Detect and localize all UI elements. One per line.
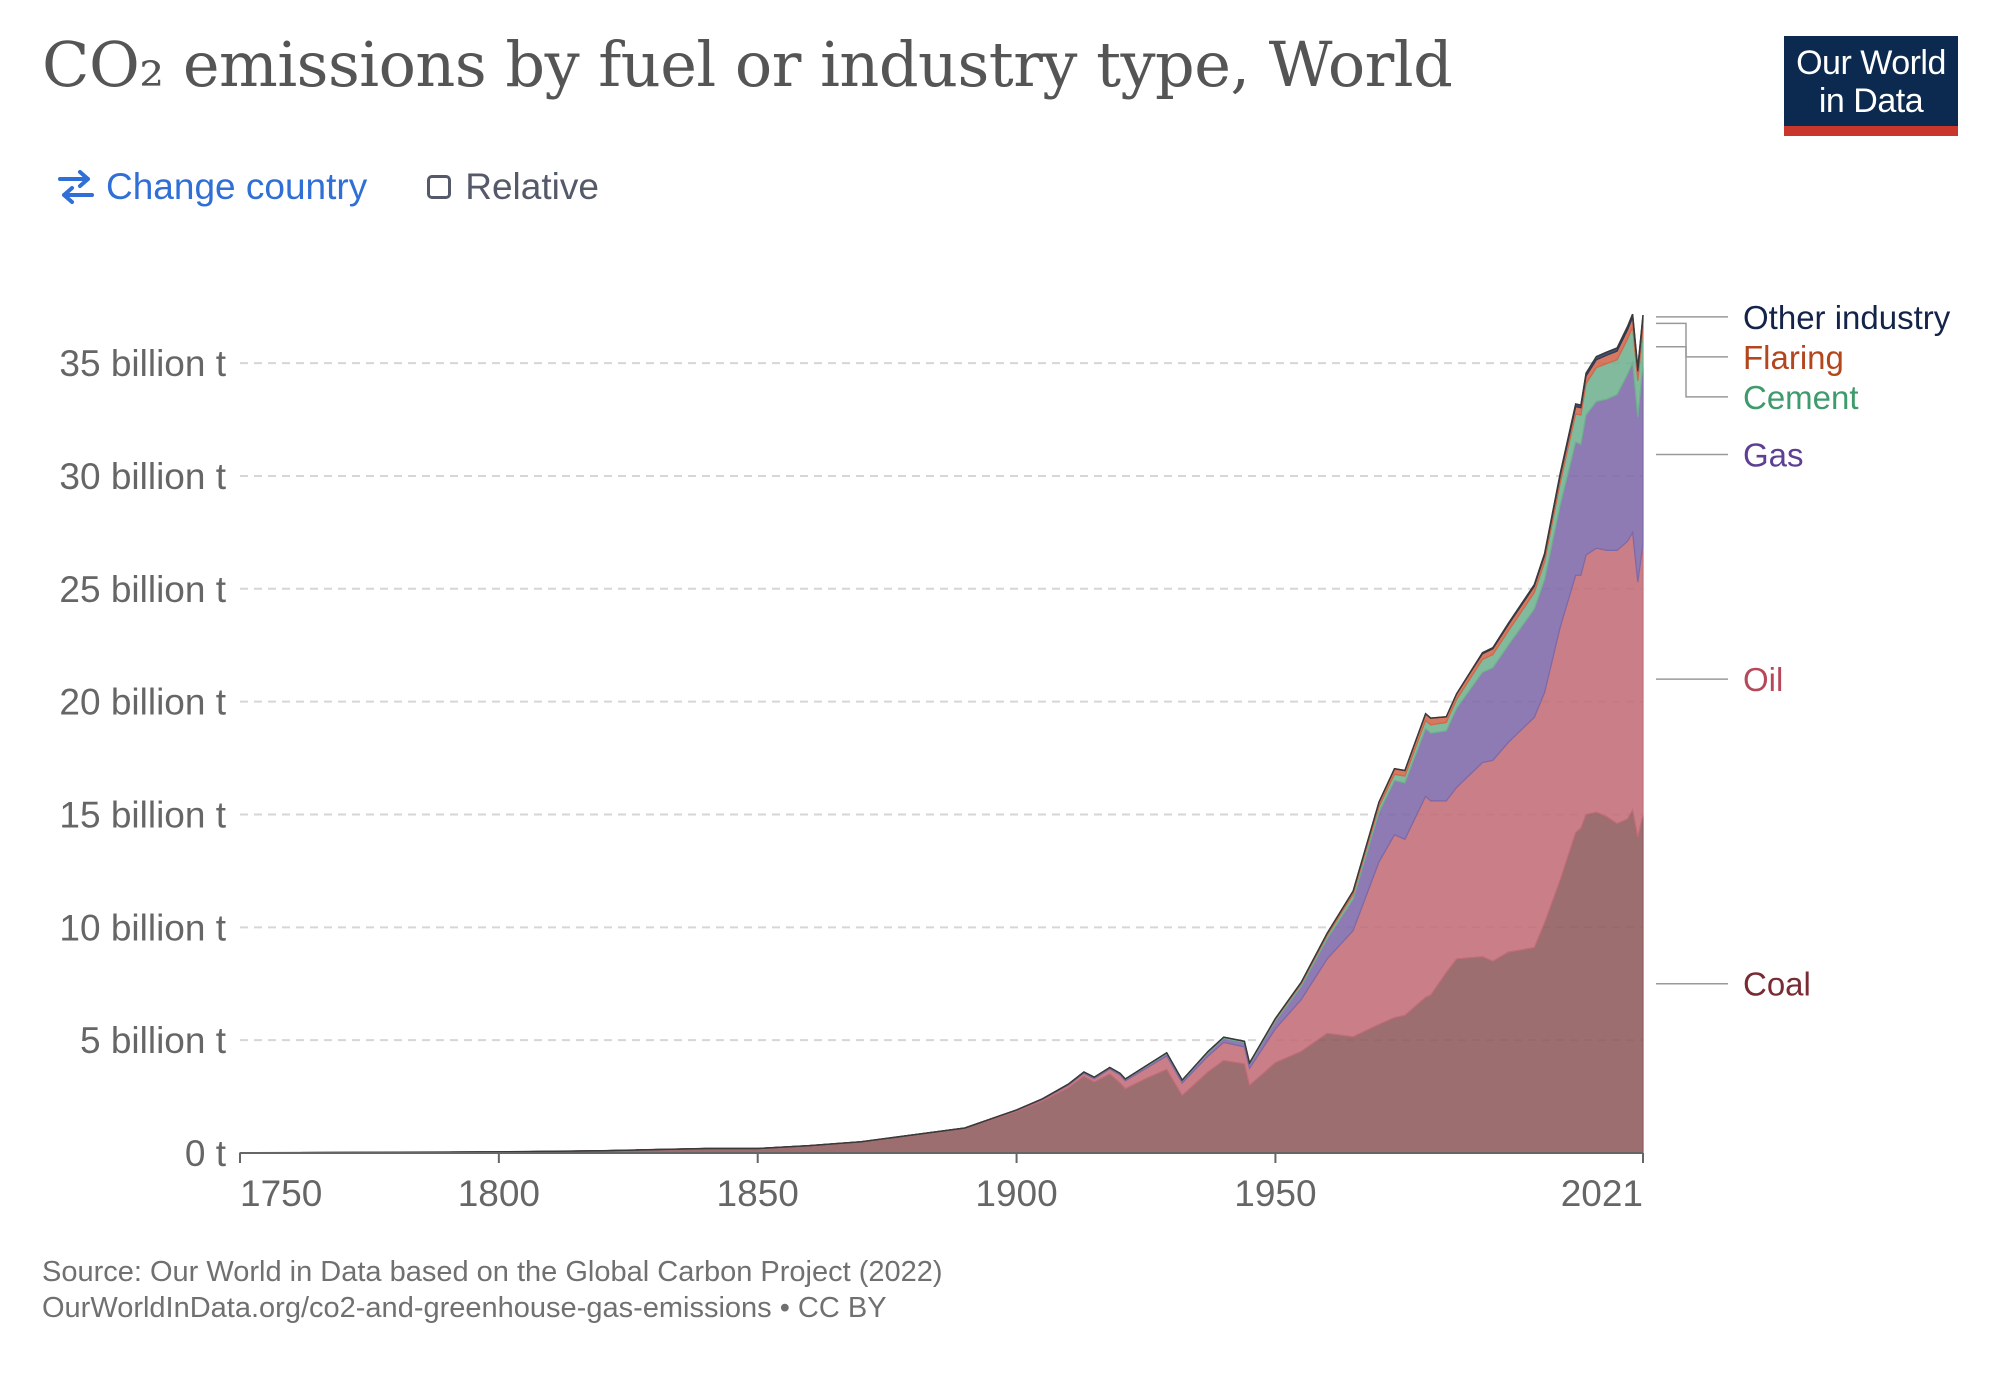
- y-tick-label: 5 billion t: [80, 1020, 227, 1061]
- x-tick-label: 1750: [240, 1173, 322, 1214]
- relative-checkbox[interactable]: [427, 175, 452, 199]
- chart-controls: Change country Relative: [56, 162, 599, 212]
- chart-title: CO₂ emissions by fuel or industry type, …: [42, 28, 1453, 101]
- logo-line-2: in Data: [1818, 82, 1924, 120]
- x-tick-label: 1800: [458, 1173, 540, 1214]
- y-tick-label: 0 t: [185, 1133, 227, 1174]
- y-tick-label: 15 billion t: [59, 794, 226, 835]
- legend-label-oil: Oil: [1743, 661, 1783, 698]
- legend-leader-line: [1656, 346, 1728, 398]
- x-tick-label: 1950: [1234, 1173, 1316, 1214]
- url-license[interactable]: OurWorldInData.org/co2-and-greenhouse-ga…: [42, 1292, 887, 1324]
- relative-label: Relative: [465, 166, 599, 207]
- stacked-area-chart: 0 t 5 billion t 10 billion t 15 billion t 20…: [59, 299, 1951, 1214]
- x-tick-label: 1850: [717, 1173, 799, 1214]
- y-tick-label: 30 billion t: [59, 456, 226, 497]
- total-outline: [239, 313, 1644, 1154]
- legend-label-cement: Cement: [1743, 379, 1859, 416]
- logo-line-1: Our World: [1796, 44, 1946, 82]
- legend-label-coal: Coal: [1743, 966, 1811, 1003]
- x-tick-label: 2021: [1561, 1173, 1643, 1214]
- legend-label-flaring: Flaring: [1743, 339, 1844, 376]
- owid-logo[interactable]: Our World in Data: [1784, 36, 1958, 136]
- source-note: Source: Our World in Data based on the G…: [42, 1256, 943, 1288]
- legend-label-gas: Gas: [1743, 437, 1804, 474]
- relative-toggle[interactable]: Relative: [427, 166, 599, 208]
- change-country-label: Change country: [106, 166, 368, 207]
- y-tick-label: 20 billion t: [59, 682, 226, 723]
- y-tick-label: 35 billion t: [59, 343, 226, 384]
- legend-label-other-industry: Other industry: [1743, 299, 1951, 336]
- change-country-button[interactable]: Change country: [56, 166, 367, 208]
- y-tick-label: 10 billion t: [59, 907, 226, 948]
- swap-arrows-icon: [58, 170, 94, 204]
- chart-footer: Source: Our World in Data based on the G…: [42, 1254, 943, 1326]
- legend-leader-line: [1656, 322, 1728, 358]
- x-tick-label: 1900: [975, 1173, 1057, 1214]
- y-tick-label: 25 billion t: [59, 569, 226, 610]
